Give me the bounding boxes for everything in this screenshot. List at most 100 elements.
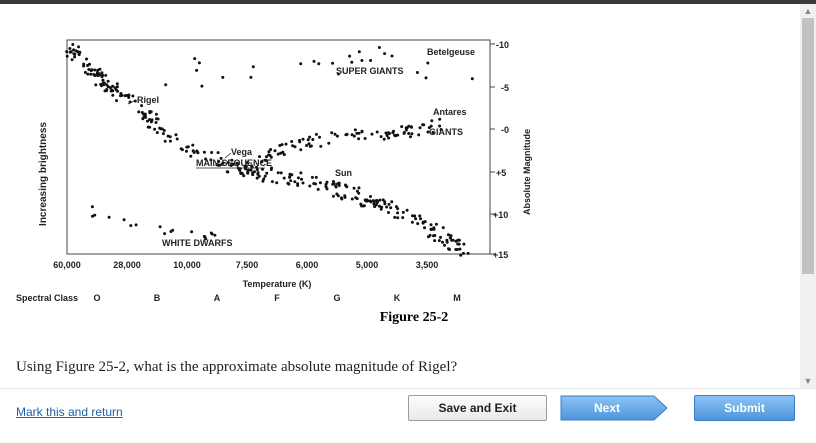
star-point [263,158,267,162]
hr-diagram: Increasing brightness Absolute Magnitude… [16,39,532,303]
star-point [343,195,347,199]
star-point [106,79,110,83]
star-point [155,131,159,135]
star-point [108,86,112,90]
star-point [264,155,268,159]
star-point [236,162,240,166]
star-point [213,233,217,237]
star-point [414,217,418,221]
star-point [459,253,463,257]
star-point [424,76,428,80]
star-point [375,130,379,134]
mark-and-return-link[interactable]: Mark this and return [16,405,123,419]
star-point [273,149,277,153]
magnitude-ticks: -10 -5 -0 +5 +10 +15 [490,40,509,260]
star-point [261,167,264,171]
star-point [355,131,359,135]
mag-tick-label: -0 [501,125,509,135]
next-button[interactable]: Next [560,395,668,421]
star-label-antares: Antares [433,107,467,117]
star-point [392,129,395,133]
star-point [438,124,442,128]
star-point [261,179,265,183]
star-point [301,181,305,185]
star-point [390,54,394,58]
star-point [389,206,393,210]
submit-button[interactable]: Submit [694,395,795,421]
star-point [333,132,337,136]
star-point [123,94,127,98]
star-point [350,197,354,201]
star-point [85,57,88,61]
star-point [401,216,405,220]
star-point [210,151,214,154]
star-point [137,110,141,114]
scroll-down-icon[interactable]: ▼ [803,376,813,386]
star-point [419,217,423,221]
star-point [174,133,178,137]
save-and-exit-button[interactable]: Save and Exit [408,395,547,421]
star-point [324,185,328,189]
star-point [324,183,328,186]
star-point [434,222,438,226]
star-point [256,171,260,175]
star-point [369,59,373,62]
star-point [448,236,452,240]
star-point [450,238,454,242]
star-point [111,84,115,88]
star-point [242,174,246,178]
star-point [308,135,312,139]
star-point [72,52,76,56]
star-point [93,74,97,77]
star-point [158,225,162,229]
star-point [202,150,206,154]
vertical-scrollbar[interactable]: ▲ ▼ [800,4,816,388]
star-point [458,247,462,251]
star-point [191,143,195,147]
star-point [204,237,208,241]
star-point [246,168,250,172]
star-point [334,185,338,189]
star-point [336,182,340,186]
star-point [300,177,303,181]
star-point [190,230,194,234]
star-point [243,165,247,169]
star-point [345,132,349,136]
star-point [77,45,81,49]
star-point [316,187,320,191]
star-point [221,75,225,79]
star-point [279,171,283,175]
star-point [93,213,97,217]
star-point [104,73,108,77]
region-label-main-sequence: MAIN SEQUENCE [196,158,272,168]
star-point [380,205,384,209]
temp-tick-label: 5,000 [356,260,379,270]
star-point [325,180,329,184]
next-arrow-shape [560,395,668,421]
star-point [166,134,170,138]
star-point [312,59,316,63]
star-point [239,171,243,175]
star-point [260,160,264,164]
star-point [270,166,273,170]
star-point [71,43,75,46]
star-point [447,247,450,251]
star-point [365,198,369,202]
star-point [115,99,118,103]
scroll-thumb[interactable] [802,18,814,274]
star-point [461,251,465,255]
spectral-class: O [93,293,100,303]
star-point [409,125,413,129]
star-point [255,168,259,172]
star-point [82,64,86,68]
star-point [193,57,197,61]
spectral-class: M [453,293,461,303]
star-point [131,94,135,98]
star-point [405,208,409,212]
star-point [308,184,312,188]
scroll-up-icon[interactable]: ▲ [803,6,813,16]
star-point [186,145,190,149]
star-label-betelgeuse: Betelgeuse [427,47,475,57]
temp-tick-label: 10,000 [173,260,201,270]
star-point [387,131,390,135]
